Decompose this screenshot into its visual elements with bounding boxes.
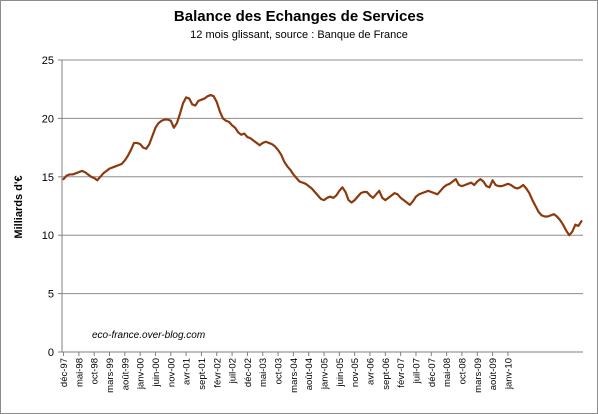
x-tick-label: févr-07 <box>396 358 407 388</box>
x-tick-label: oct-08 <box>457 358 468 384</box>
x-tick-label: déc-02 <box>243 358 254 387</box>
series-line <box>62 93 583 237</box>
y-tick-label: 25 <box>42 55 54 67</box>
series-layer <box>62 93 583 237</box>
y-tick-label: 0 <box>48 347 54 359</box>
axes <box>58 59 583 356</box>
x-tick-label: mars-09 <box>473 358 484 393</box>
x-tick-label: déc-07 <box>427 358 438 387</box>
x-tick-label: juin-05 <box>335 358 346 388</box>
chart-subtitle: 12 mois glissant, source : Banque de Fra… <box>190 29 408 41</box>
x-tick-label: juil-07 <box>412 358 423 384</box>
y-tick-label: 15 <box>42 172 54 184</box>
chart-title: Balance des Echanges de Services <box>173 8 425 25</box>
x-tick-label: mars-99 <box>105 358 116 393</box>
x-tick-label: nov-00 <box>166 358 177 387</box>
x-tick-labels: déc-97 mai-98 oct-98 mars-99 août-99 janv-00 j… <box>59 358 514 393</box>
x-tick-label: janv-10 <box>503 358 514 390</box>
x-tick-label: janv-05 <box>320 358 331 390</box>
y-tick-label: 10 <box>42 230 54 242</box>
watermark-text: eco-france.over-blog.com <box>92 330 205 341</box>
x-tick-label: nov-05 <box>350 358 361 387</box>
y-axis-label: Milliards d'€ <box>13 175 25 238</box>
x-tick-label: mars-04 <box>289 358 300 393</box>
y-tick-label: 5 <box>48 289 54 301</box>
x-tick-label: juil-02 <box>228 358 239 384</box>
x-tick-label: déc-97 <box>59 358 70 387</box>
x-tick-label: mai-08 <box>442 358 453 387</box>
x-tick-label: sept-01 <box>197 358 208 390</box>
x-tick-label: févr-02 <box>212 358 223 388</box>
x-tick-label: janv-00 <box>136 358 147 390</box>
x-tick-label: avr-06 <box>366 358 377 385</box>
x-tick-label: oct-03 <box>274 358 285 384</box>
y-tick-label: 20 <box>42 113 54 125</box>
gridlines <box>62 59 583 295</box>
x-tick-label: août-09 <box>488 358 499 390</box>
x-tick-label: août-04 <box>304 358 315 390</box>
x-tick-label: mai-03 <box>258 358 269 387</box>
x-tick-label: avr-01 <box>182 358 193 385</box>
x-tick-label: oct-98 <box>90 358 101 384</box>
x-tick-label: sept-06 <box>381 358 392 390</box>
x-tick-label: juin-00 <box>151 358 162 388</box>
x-tick-label: août-99 <box>120 358 131 390</box>
y-tick-labels: 0 5 10 15 20 25 <box>42 55 54 359</box>
x-tick-label: mai-98 <box>74 358 85 387</box>
